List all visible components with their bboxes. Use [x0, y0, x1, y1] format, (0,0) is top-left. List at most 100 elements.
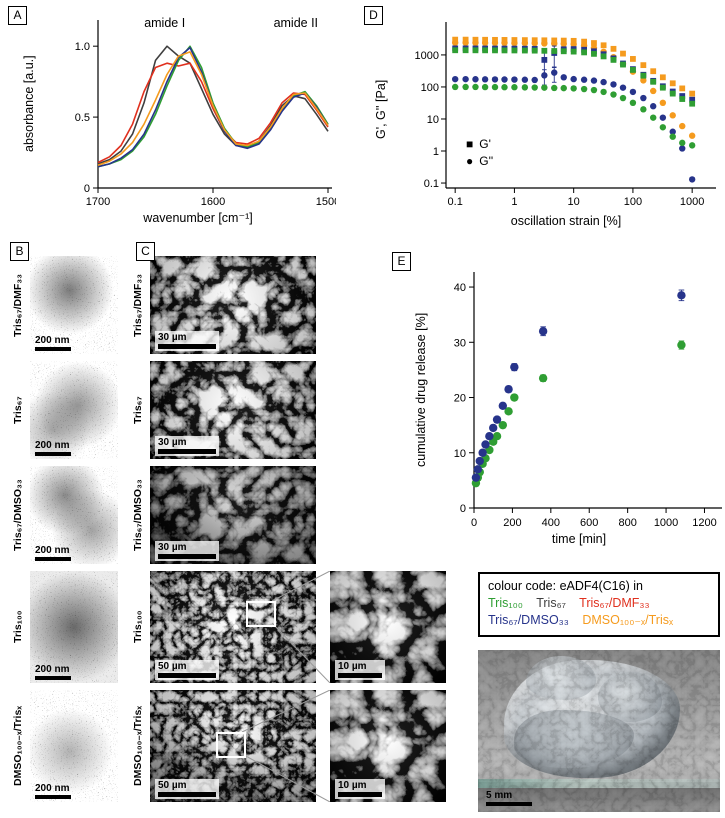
- svg-text:10: 10: [568, 196, 580, 208]
- scale-bar-line: [35, 347, 71, 351]
- colour-code-line: Tris₁₀₀ Tris₆₇ Tris₆₇/DMF₃₃: [488, 595, 710, 612]
- tem-micrograph: 200 nm: [30, 571, 118, 683]
- scale-bar-line: [338, 673, 382, 678]
- legend-label: G'': [479, 154, 494, 168]
- rheology-legend: ■ G' ● G'': [466, 136, 493, 170]
- circle-marker-icon: ●: [466, 154, 474, 168]
- svg-text:600: 600: [580, 517, 598, 529]
- sem-micrograph: 30 µm: [150, 466, 316, 564]
- svg-text:400: 400: [542, 517, 560, 529]
- scale-bar-label: 200 nm: [35, 783, 70, 794]
- sample-label: Tris₆₇/DMF₃₃: [132, 273, 144, 337]
- colour-code-title: colour code: eADF4(C16) in: [488, 579, 643, 593]
- release-y-axis-label: cumulative drug release [%]: [414, 312, 428, 468]
- zoom-connector-lines: [271, 571, 331, 683]
- scale-bar-line: [486, 802, 532, 806]
- scale-bar: 200 nm: [35, 545, 71, 561]
- svg-text:1000: 1000: [654, 517, 678, 529]
- sample-label: Tris₆₇: [12, 396, 24, 424]
- scale-bar-line: [338, 792, 382, 797]
- scale-bar-line: [35, 557, 71, 561]
- scale-bar-label: 200 nm: [35, 335, 70, 346]
- sample-label: Tris₁₀₀: [12, 610, 24, 644]
- tem-micrograph: 200 nm: [30, 361, 118, 459]
- panel-a-label: A: [8, 6, 27, 25]
- micrograph-panels: B C Tris₆₇/DMF₃₃ 200 nm Tris₆₇/DMF₃₃ 30 …: [8, 242, 448, 812]
- photo-noise-texture: [478, 650, 720, 812]
- scale-bar: 200 nm: [35, 440, 71, 456]
- scale-bar-label: 30 µm: [158, 437, 187, 448]
- scale-bar-line: [158, 449, 216, 454]
- svg-text:1: 1: [433, 146, 439, 158]
- zoom-region-box: [246, 601, 276, 627]
- colour-code-item: Tris₆₇/DMF₃₃: [579, 596, 650, 610]
- panel-d-label: D: [364, 6, 383, 25]
- svg-text:amide II: amide II: [274, 16, 318, 30]
- sem-micrograph: 50 µm: [150, 690, 316, 802]
- scale-bar-label: 10 µm: [338, 780, 367, 791]
- svg-text:40: 40: [454, 282, 466, 294]
- sample-label: DMSO₁₀₀₋ₓ/Trisₓ: [12, 705, 24, 787]
- tem-micrograph: 200 nm: [30, 256, 118, 354]
- svg-text:0.1: 0.1: [424, 178, 439, 190]
- rheology-y-axis-label: G', G'' [Pa]: [374, 79, 388, 139]
- release-plot: 0 200 400 600 800 1000 1200 0 10 20 30 40: [454, 272, 722, 529]
- tem-shade-overlay: [30, 256, 118, 354]
- sample-label: Tris₆₇/DMSO₃₃: [12, 479, 24, 551]
- ftir-y-axis-label: absorbance [a.u.]: [22, 55, 36, 153]
- sample-label: DMSO₁₀₀₋ₓ/Trisₓ: [132, 705, 144, 787]
- legend-entry-gprime: ■ G': [466, 136, 493, 153]
- svg-text:800: 800: [618, 517, 636, 529]
- scale-bar-label: 5 mm: [486, 790, 513, 801]
- sem-micrograph: 30 µm: [150, 256, 316, 354]
- svg-text:0: 0: [84, 183, 90, 195]
- tem-micrograph: 200 nm: [30, 466, 118, 564]
- micrograph-row: Tris₁₀₀ 200 nm Tris₁₀₀ 50 µm 10 µm: [8, 571, 448, 683]
- svg-text:amide I: amide I: [144, 16, 185, 30]
- scale-bar-label: 200 nm: [35, 440, 70, 451]
- micrograph-row: Tris₆₇ 200 nm Tris₆₇ 30 µm: [8, 361, 448, 459]
- scale-bar-label: 50 µm: [158, 661, 187, 672]
- svg-text:1000: 1000: [415, 50, 439, 62]
- tem-shade-overlay: [30, 571, 118, 683]
- scale-bar: 50 µm: [155, 660, 219, 680]
- svg-text:1600: 1600: [201, 196, 225, 208]
- svg-text:100: 100: [624, 196, 642, 208]
- svg-text:30: 30: [454, 337, 466, 349]
- tem-shade-overlay: [30, 361, 118, 459]
- colour-code-box: colour code: eADF4(C16) in Tris₁₀₀ Tris₆…: [478, 572, 720, 637]
- svg-text:0.5: 0.5: [75, 112, 90, 124]
- scale-bar: 200 nm: [35, 783, 71, 799]
- scale-bar: 5 mm: [486, 790, 532, 806]
- svg-text:10: 10: [454, 448, 466, 460]
- colour-code-item: Tris₆₇/DMSO₃₃: [488, 613, 569, 627]
- panel-e-drug-release: E cumulative drug release [%] 0 200 400 600…: [386, 250, 722, 550]
- sem-zoom-micrograph: 10 µm: [330, 571, 446, 683]
- scale-bar: 10 µm: [335, 779, 385, 799]
- svg-text:1000: 1000: [680, 196, 704, 208]
- scale-bar-label: 30 µm: [158, 542, 187, 553]
- sample-label: Tris₆₇/DMSO₃₃: [132, 479, 144, 551]
- legend-label: G': [479, 137, 491, 151]
- scale-bar: 30 µm: [155, 436, 219, 456]
- panel-d-rheology: D G', G'' [Pa] 0.1 1 10 100 1000 0.1 1 10 100 100…: [350, 4, 722, 248]
- sample-label: Tris₁₀₀: [132, 610, 144, 644]
- svg-text:1200: 1200: [692, 517, 716, 529]
- sample-label: Tris₆₇: [132, 396, 144, 424]
- tem-noise-texture: [30, 690, 118, 802]
- scale-bar-line: [35, 795, 71, 799]
- square-marker-icon: ■: [466, 137, 474, 151]
- svg-text:1: 1: [511, 196, 517, 208]
- scale-bar-label: 10 µm: [338, 661, 367, 672]
- scale-bar-line: [158, 792, 216, 797]
- zoom-region-box: [216, 732, 246, 758]
- panel-c-label: C: [136, 242, 155, 261]
- svg-text:0: 0: [460, 503, 466, 515]
- rheology-plot: 0.1 1 10 100 1000 0.1 1 10 100 1000: [415, 22, 716, 208]
- scale-bar-line: [35, 452, 71, 456]
- scale-bar: 200 nm: [35, 335, 71, 351]
- zoom-connector-lines: [241, 690, 331, 802]
- legend-entry-gdoubleprime: ● G'': [466, 153, 493, 170]
- tem-noise-texture: [30, 361, 118, 459]
